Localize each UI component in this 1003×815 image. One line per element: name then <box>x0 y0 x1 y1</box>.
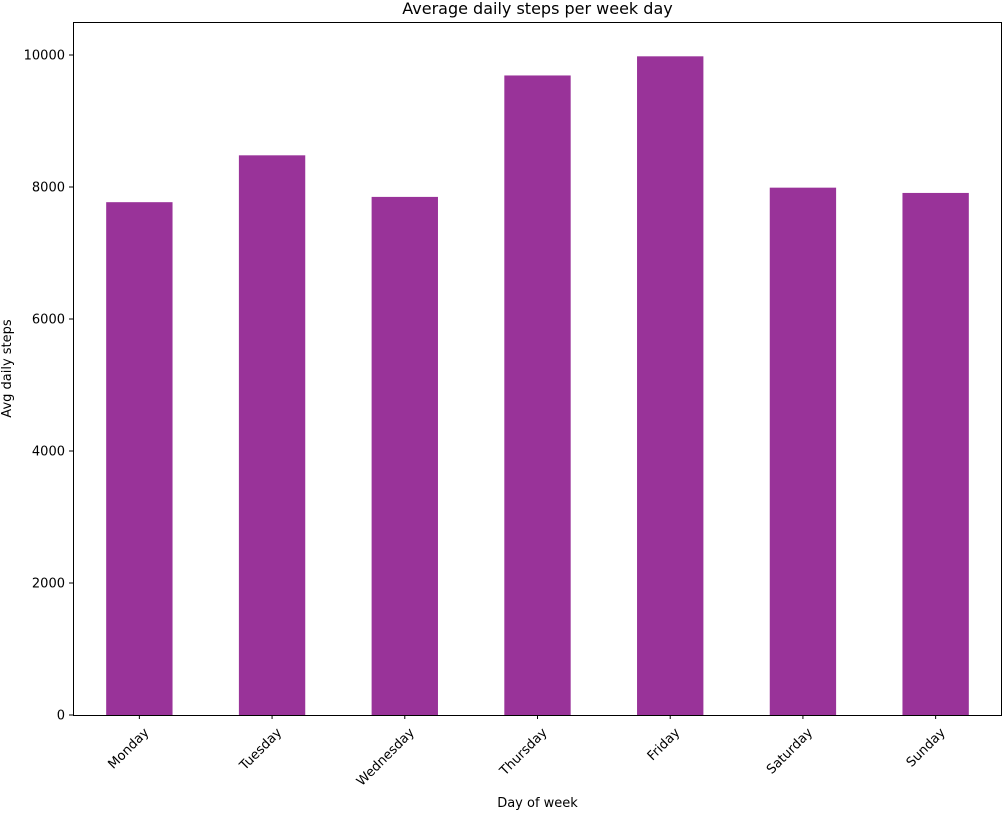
y-tick-label: 0 <box>57 709 65 724</box>
x-axis-ticks: Monday Tuesday Wednesday Thursday Friday Satu… <box>106 715 949 789</box>
bar-saturday <box>769 187 837 715</box>
y-tick-label: 4000 <box>32 445 65 460</box>
bar-sunday <box>902 192 969 715</box>
x-tick-label-wednesday: Wednesday <box>354 725 418 789</box>
bar-wednesday <box>371 196 438 715</box>
bar-thursday <box>504 75 571 715</box>
axes-frame <box>73 22 1002 716</box>
y-tick-label: 8000 <box>32 181 65 196</box>
chart-title: Average daily steps per week day <box>402 0 672 18</box>
bar-tuesday <box>238 155 306 715</box>
bars-layer <box>106 56 969 715</box>
x-tick-label-monday: Monday <box>106 725 153 772</box>
x-tick-label-sunday: Sunday <box>904 725 949 770</box>
x-tick-label-friday: Friday <box>645 725 684 764</box>
y-axis-ticks: 0 2000 4000 6000 8000 10000 <box>24 49 73 724</box>
bar-monday <box>106 202 173 715</box>
y-tick-label: 10000 <box>24 49 65 64</box>
x-tick-label-tuesday: Tuesday <box>236 725 285 774</box>
y-tick-label: 2000 <box>32 577 65 592</box>
y-tick-label: 6000 <box>32 313 65 328</box>
x-tick-label-saturday: Saturday <box>764 725 816 777</box>
y-axis-label: Avg daily steps <box>0 319 15 418</box>
bar-friday <box>637 56 704 715</box>
x-axis-label: Day of week <box>497 796 578 811</box>
x-tick-label-thursday: Thursday <box>496 725 550 779</box>
